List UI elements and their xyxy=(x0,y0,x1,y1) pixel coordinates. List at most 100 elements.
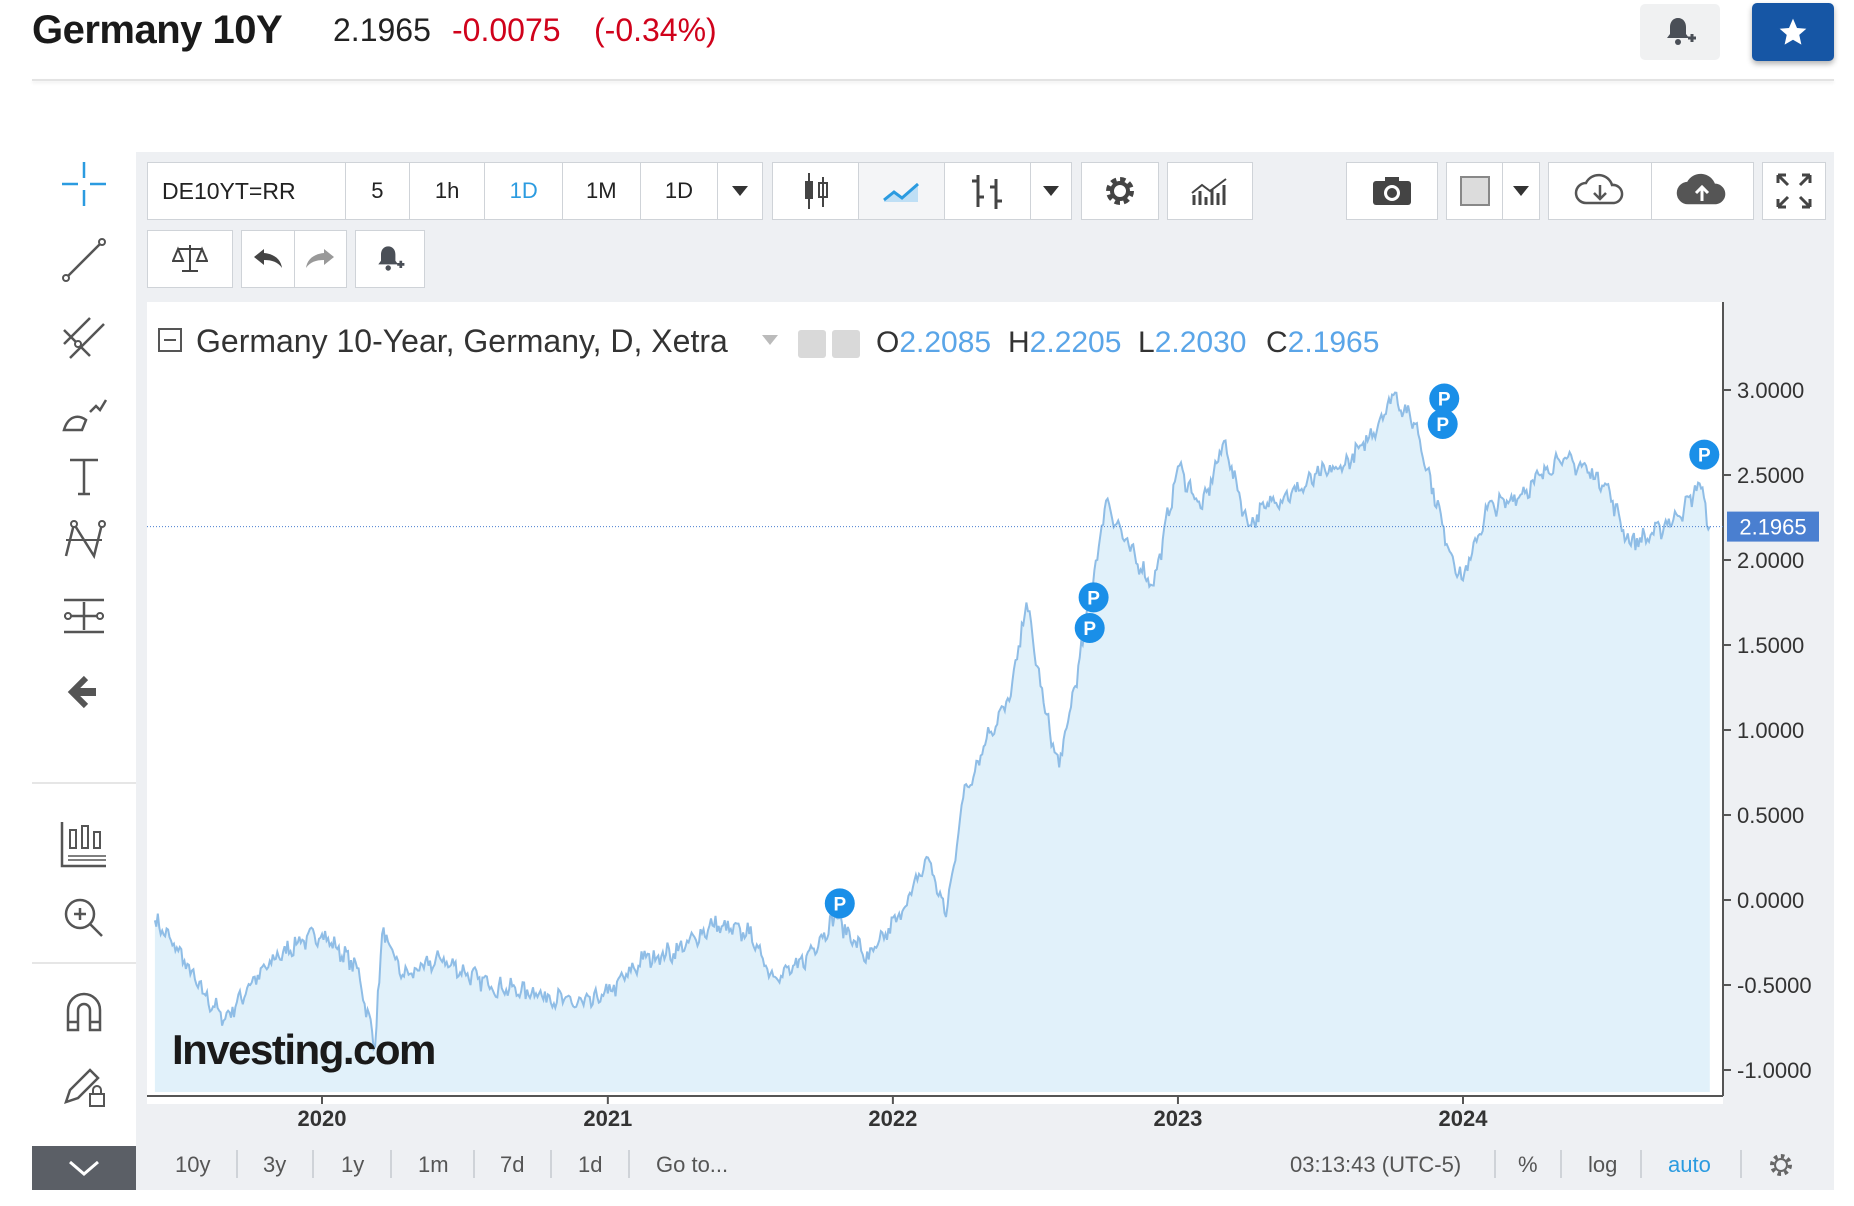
snapshot-button[interactable] xyxy=(1347,163,1437,219)
price-change: -0.0075 xyxy=(452,12,561,48)
percent-toggle[interactable]: % xyxy=(1518,1152,1538,1177)
color-dropdown[interactable] xyxy=(1503,163,1539,219)
area-fill xyxy=(154,392,1710,1093)
footer-separator xyxy=(473,1150,475,1178)
y-tick-label: 0.5000 xyxy=(1737,803,1804,828)
legend-high: H2.2205 xyxy=(1008,326,1122,359)
legend-open: O2.2085 xyxy=(876,326,992,359)
event-marker xyxy=(824,888,855,919)
interval-dropdown[interactable] xyxy=(718,163,762,219)
indicator-chart-icon xyxy=(1191,178,1227,205)
watchlist-star-button[interactable] xyxy=(1752,3,1834,61)
range-1m[interactable]: 1m xyxy=(418,1152,449,1177)
color-toolbar xyxy=(1446,162,1540,220)
minus-icon xyxy=(164,339,176,341)
alert-toolbar xyxy=(355,230,425,288)
footer-separator xyxy=(1560,1150,1562,1178)
x-tick-label: 2022 xyxy=(868,1106,917,1131)
x-tick-label: 2020 xyxy=(298,1106,347,1131)
range-10y[interactable]: 10y xyxy=(175,1152,211,1177)
interval-1d[interactable]: 1D xyxy=(485,163,563,219)
redo-button[interactable] xyxy=(295,231,347,287)
add-alert-button[interactable] xyxy=(1640,4,1720,60)
crosshair-icon xyxy=(62,162,106,206)
range-7d[interactable]: 7d xyxy=(500,1152,525,1177)
measure-tool[interactable] xyxy=(50,588,118,644)
candles-grid-icon xyxy=(60,822,106,868)
footer-separator xyxy=(236,1150,238,1178)
gear-icon[interactable] xyxy=(1766,1150,1796,1180)
gear-icon[interactable] xyxy=(832,330,860,358)
trend-line-tool[interactable] xyxy=(50,232,118,288)
color-swatch-icon xyxy=(1459,176,1490,206)
zoom-tool[interactable] xyxy=(50,890,118,946)
instrument-title: Germany 10Y xyxy=(32,8,283,52)
y-tick-label: 2.0000 xyxy=(1737,548,1804,573)
star-icon xyxy=(1779,18,1807,45)
range-1d[interactable]: 1d xyxy=(578,1152,603,1177)
settings-button[interactable] xyxy=(1082,163,1158,219)
symbol-input[interactable]: DE10YT=RR xyxy=(148,163,347,219)
settings-toolbar xyxy=(1081,162,1159,220)
measure-icon xyxy=(64,598,104,634)
pattern-tool[interactable] xyxy=(50,512,118,568)
load-chart-button[interactable] xyxy=(1549,163,1652,219)
hide-tools-toggle[interactable] xyxy=(50,664,118,720)
event-marker-label: P xyxy=(1087,588,1100,609)
collapse-toolbar-button[interactable] xyxy=(32,1146,136,1190)
interval-1m[interactable]: 1M xyxy=(563,163,641,219)
collapse-legend-button[interactable] xyxy=(158,328,182,352)
fullscreen-button[interactable] xyxy=(1763,163,1825,219)
crosshair-tool[interactable] xyxy=(50,156,118,212)
bell-plus-icon xyxy=(1667,18,1696,45)
magnet-tool[interactable] xyxy=(50,984,118,1040)
event-marker-label: P xyxy=(1083,619,1096,640)
brush-tool[interactable] xyxy=(50,386,118,442)
interval-1h[interactable]: 1h xyxy=(410,163,486,219)
interval-5[interactable]: 5 xyxy=(346,163,410,219)
text-tool[interactable] xyxy=(50,448,118,504)
area-chart-button[interactable] xyxy=(859,163,946,219)
y-tick-label: 1.0000 xyxy=(1737,718,1804,743)
candles-button[interactable] xyxy=(773,163,860,219)
indicators-tool[interactable] xyxy=(50,816,118,872)
drawing-toolbar xyxy=(32,152,136,1190)
history-toolbar xyxy=(241,230,347,288)
fullscreen-toolbar xyxy=(1762,162,1826,220)
y-tick-label: 1.5000 xyxy=(1737,633,1804,658)
trend-line-icon xyxy=(62,238,106,282)
lock-drawings-tool[interactable] xyxy=(50,1058,118,1114)
scale-balance-icon xyxy=(172,245,208,272)
log-toggle[interactable]: log xyxy=(1588,1152,1618,1177)
goto-date-button[interactable]: Go to... xyxy=(656,1152,729,1177)
footer-separator xyxy=(390,1150,392,1178)
legend-close: C2.1965 xyxy=(1266,326,1380,359)
pitchfork-icon xyxy=(63,317,105,359)
background-color-button[interactable] xyxy=(1447,163,1504,219)
save-chart-button[interactable] xyxy=(1652,163,1754,219)
y-tick-label: -1.0000 xyxy=(1737,1058,1812,1083)
indicators-button[interactable] xyxy=(1168,163,1252,219)
undo-button[interactable] xyxy=(242,231,295,287)
zoom-in-icon xyxy=(64,898,103,937)
chart-type-toolbar xyxy=(772,162,1072,220)
chart-alert-button[interactable] xyxy=(356,231,424,287)
eye-icon[interactable] xyxy=(798,330,826,358)
legend-low: L2.2030 xyxy=(1138,326,1247,359)
range-3y[interactable]: 3y xyxy=(263,1152,287,1177)
y-tick-label: 2.5000 xyxy=(1737,463,1804,488)
auto-scale-toggle[interactable]: auto xyxy=(1668,1152,1711,1177)
y-tick-label: 3.0000 xyxy=(1737,378,1804,403)
range-1y[interactable]: 1y xyxy=(341,1152,365,1177)
pitchfork-tool[interactable] xyxy=(50,310,118,366)
bars-button[interactable] xyxy=(945,163,1032,219)
compare-button[interactable] xyxy=(148,231,232,287)
interval-selector[interactable]: 1D xyxy=(641,163,719,219)
bell-plus-icon xyxy=(378,246,405,271)
candlestick-icon xyxy=(804,173,828,209)
x-tick-label: 2024 xyxy=(1439,1106,1489,1131)
footer-separator xyxy=(550,1150,552,1178)
caret-down-icon[interactable] xyxy=(762,335,778,345)
compare-toolbar xyxy=(147,230,233,288)
chart-type-dropdown[interactable] xyxy=(1031,163,1071,219)
